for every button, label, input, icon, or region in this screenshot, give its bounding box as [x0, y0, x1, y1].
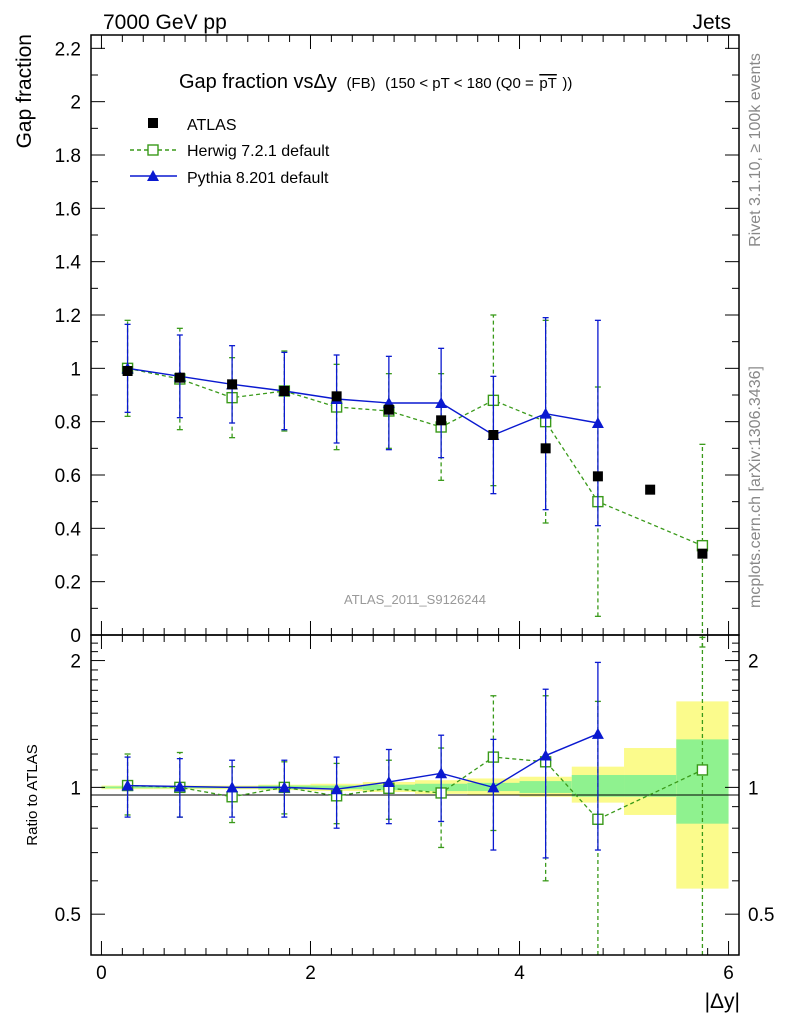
legend-herwig-marker [147, 144, 159, 156]
main-y-axis: 0 0.2 0.4 0.6 0.8 1 1.2 1.4 1.6 1.8 2 2.2 [55, 39, 739, 647]
ratio-pythia-point [330, 783, 343, 795]
main-y-tick-label: 2 [70, 93, 81, 114]
title-cut: (150 < pT < 180 (Q0 = [385, 75, 534, 92]
atlas-point [645, 484, 656, 495]
legend-herwig-label: Herwig 7.2.1 default [187, 143, 330, 160]
energy-label: 7000 GeV pp [103, 11, 227, 34]
ratio-y-tick-label-right: 1 [748, 778, 759, 799]
main-y-label: Gap fraction [13, 34, 36, 148]
legend-pythia-marker [147, 170, 159, 181]
pythia-line [127, 367, 599, 436]
ratio-y-axis: 0.5 0.5 1 1 2 2 [55, 642, 774, 956]
atlas-series [122, 366, 708, 559]
ratio-pythia-series [121, 661, 604, 859]
ratio-y-tick-label-right: 2 [748, 652, 759, 673]
mcplots-label: mcplots.cern.ch [arXiv:1306.3436] [747, 366, 764, 608]
ratio-pythia-point [539, 749, 552, 761]
ratio-pythia-point [591, 727, 604, 739]
main-y-tick-label: 2.2 [55, 39, 81, 60]
x-tick-label: 4 [514, 963, 525, 984]
atlas-point [331, 391, 342, 402]
chart-title: Gap fraction vsΔy (FB) (150 < pT < 180 (… [179, 71, 572, 93]
pythia-series [121, 317, 604, 527]
title-main: Gap fraction vsΔy [179, 71, 337, 93]
band-inner-bin [624, 774, 677, 797]
atlas-point [488, 430, 499, 440]
x-tick-label: 2 [305, 963, 316, 984]
legend-pythia-label: Pythia 8.201 default [187, 170, 329, 187]
main-y-tick-label: 1 [70, 359, 81, 380]
main-y-tick-label: 0 [70, 626, 81, 647]
ratio-pythia-point [173, 780, 186, 792]
x-axis-label: |Δy| [705, 990, 740, 1013]
main-y-tick-label: 0.8 [55, 413, 81, 434]
legend: ATLAS Herwig 7.2.1 default Pythia 8.201 … [130, 117, 330, 187]
analysis-label: ATLAS_2011_S9126244 [344, 592, 486, 607]
ratio-y-tick-label: 2 [70, 652, 81, 673]
main-y-tick-label: 1.6 [55, 199, 81, 220]
ratio-y-tick-label: 0.5 [55, 905, 81, 926]
ratio-pythia-point [226, 781, 239, 793]
ratio-pythia-point [487, 781, 500, 793]
pythia-point [435, 397, 448, 408]
title-q0: pT [539, 75, 557, 92]
ratio-pythia-line [127, 733, 599, 790]
herwig-line [127, 367, 703, 547]
ratio-herwig-point [696, 764, 709, 776]
ratio-x-axis: 0 2 4 6 [96, 635, 734, 984]
atlas-point [592, 471, 603, 482]
band-inner-bin [676, 739, 729, 824]
ratio-pythia-point [382, 775, 395, 787]
main-panel: Gap fraction 0 0.2 0.4 0.6 0.8 1 1.2 1.4 1.6 1.8 2… [13, 34, 740, 648]
ratio-pythia-point [435, 767, 448, 779]
title-small: (FB) [346, 75, 375, 92]
atlas-point [436, 415, 447, 426]
main-y-tick-label: 1.2 [55, 306, 81, 327]
atlas-point [540, 443, 551, 454]
pythia-point [539, 407, 552, 419]
x-tick-label: 0 [96, 963, 107, 984]
atlas-point [174, 372, 185, 383]
ratio-y-tick-label: 1 [70, 778, 81, 799]
ratio-panel: 0.5 0.5 1 1 2 2 0 2 4 6 Ratio to ATLAS |Δy| [24, 634, 774, 1013]
main-x-axis [100, 35, 730, 635]
main-y-tick-label: 0.2 [55, 573, 81, 594]
main-y-tick-label: 0.6 [55, 466, 81, 487]
legend-atlas-marker [148, 118, 158, 128]
ratio-frame [90, 634, 740, 956]
atlas-point [279, 386, 290, 396]
atlas-point [383, 404, 394, 415]
legend-atlas-label: ATLAS [187, 117, 237, 134]
pythia-point [591, 417, 604, 428]
main-y-tick-label: 1.8 [55, 146, 81, 167]
atlas-point [122, 366, 133, 376]
ratio-herwig-line [127, 756, 703, 821]
ratio-y-label: Ratio to ATLAS [24, 744, 41, 845]
atlas-point [697, 548, 708, 559]
main-y-tick-label: 1.4 [55, 253, 82, 274]
ratio-y-tick-label-right: 0.5 [748, 905, 774, 926]
process-label: Jets [692, 11, 731, 34]
rivet-label: Rivet 3.1.10, ≥ 100k events [747, 53, 764, 247]
title-close: )) [562, 75, 572, 92]
ratio-pythia-point [121, 779, 134, 791]
atlas-point [227, 379, 238, 390]
x-tick-label: 6 [723, 963, 734, 984]
ratio-pythia-point [278, 781, 291, 793]
main-y-tick-label: 0.4 [55, 519, 82, 540]
